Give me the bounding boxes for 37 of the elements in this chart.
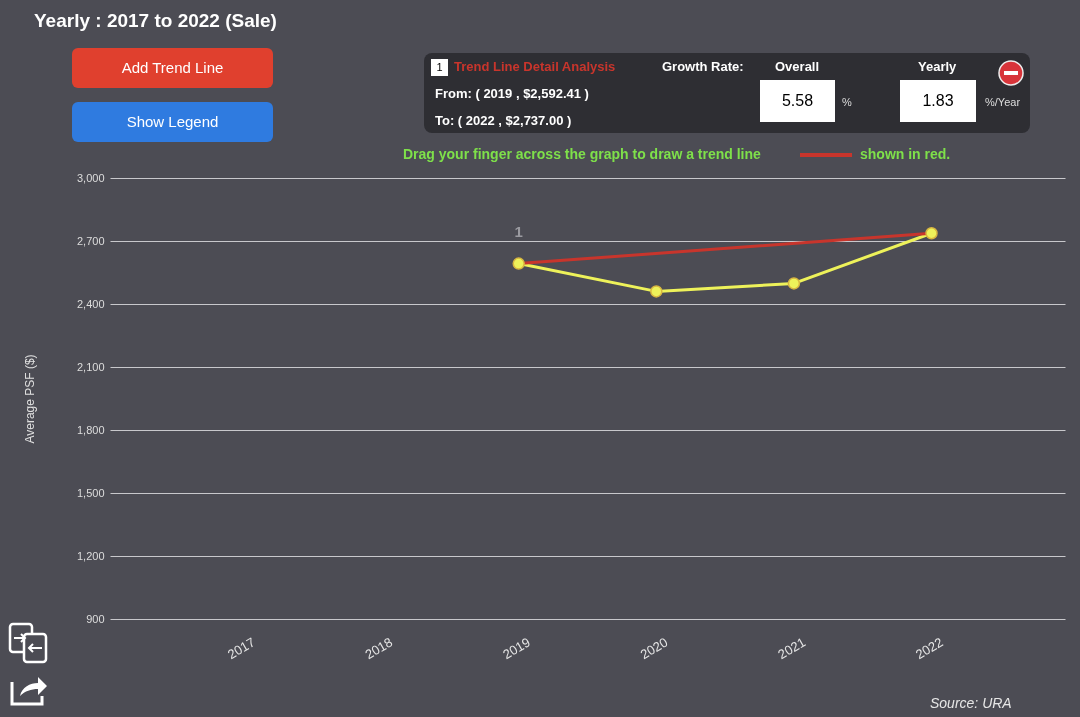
annotation: 1 xyxy=(514,222,523,240)
source-note: Source: URA xyxy=(930,695,1012,711)
point xyxy=(650,285,663,298)
y-tick-label: 3,000 xyxy=(76,171,105,184)
value-field: 5.58 xyxy=(760,80,835,122)
text: To: ( 2022 , $2,737.00 ) xyxy=(435,113,572,128)
text: Growth Rate: xyxy=(662,59,744,74)
text: % xyxy=(842,96,852,108)
y-tick-label: 2,700 xyxy=(76,234,105,247)
point xyxy=(512,257,525,270)
chart-title: Yearly : 2017 to 2022 (Sale) xyxy=(34,10,277,32)
y-tick-label: 1,800 xyxy=(76,423,105,436)
y-tick-label: 900 xyxy=(86,612,105,625)
text: Drag your finger across the graph to draw a trend line xyxy=(403,146,761,162)
x-tick-label: 2021 xyxy=(775,634,808,663)
point xyxy=(925,227,938,240)
x-tick-label: 2017 xyxy=(224,634,258,663)
button: Add Trend Line xyxy=(72,48,273,88)
text: Trend Line Detail Analysis xyxy=(454,59,616,74)
text: Overall xyxy=(775,59,820,74)
text: Yearly xyxy=(918,59,957,74)
y-tick-label: 2,400 xyxy=(76,297,105,310)
button: Show Legend xyxy=(72,102,273,142)
text: shown in red. xyxy=(860,146,951,162)
x-tick-label: 2018 xyxy=(362,634,396,663)
x-tick-label: 2020 xyxy=(637,634,671,663)
y-tick-label: 1,200 xyxy=(76,549,105,562)
y-tick-label: 2,100 xyxy=(76,360,105,373)
value-field: 1.83 xyxy=(900,80,976,122)
number-box: 1 xyxy=(431,59,448,76)
x-tick-label: 2022 xyxy=(912,634,946,663)
text: From: ( 2019 , $2,592.41 ) xyxy=(435,86,589,101)
x-tick-label: 2019 xyxy=(500,634,533,663)
y-tick-label: 1,500 xyxy=(76,486,105,499)
text: %/Year xyxy=(985,96,1021,108)
y-axis-title: Average PSF ($) xyxy=(22,354,37,444)
point xyxy=(787,277,801,290)
